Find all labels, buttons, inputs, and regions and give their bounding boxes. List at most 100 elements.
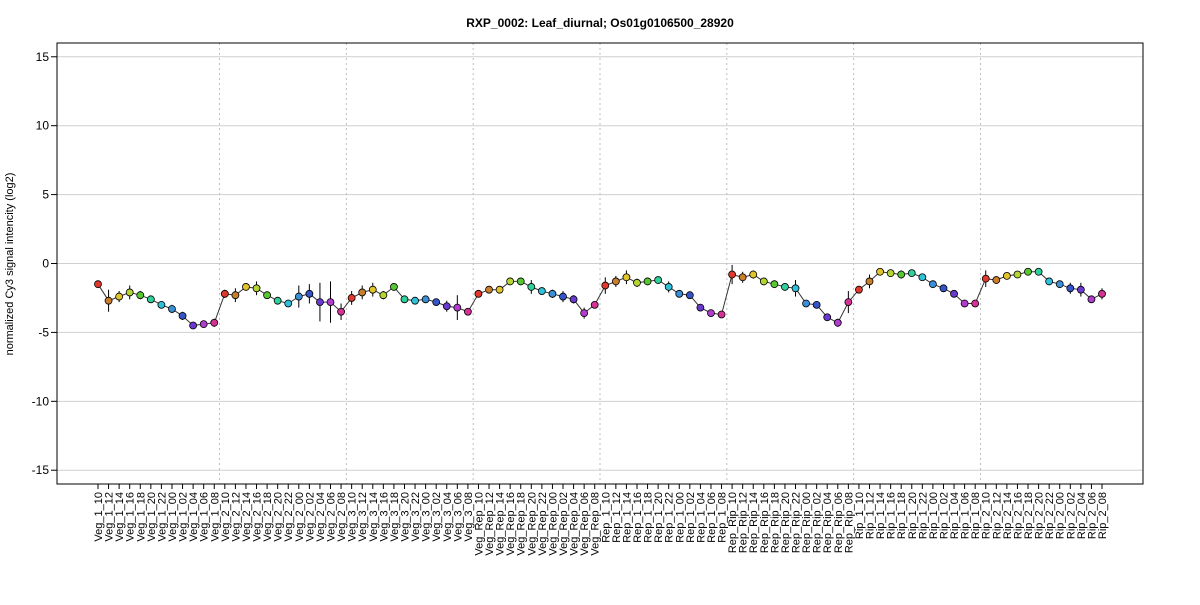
data-point: [781, 283, 789, 291]
x-tick-label: Veg_2_04: [315, 492, 327, 542]
data-point: [791, 284, 800, 293]
data-point: [654, 276, 663, 284]
data-point: [886, 269, 895, 278]
x-tick-label: Veg_3_22: [410, 492, 422, 542]
data-point: [559, 292, 567, 301]
x-tick-label: Rep_1_02: [685, 492, 697, 543]
y-tick-label: -10: [32, 394, 50, 408]
x-tick-label: Veg_1_00: [167, 492, 179, 542]
data-point: [294, 292, 303, 301]
data-point: [136, 291, 145, 300]
x-tick-label: Veg_2_08: [336, 492, 348, 542]
x-tick-label: Rip_1_04: [949, 492, 961, 539]
x-tick-label: Rep_Rip_18: [769, 492, 781, 553]
x-tick-label: Veg_2_16: [252, 492, 264, 542]
x-tick-label: Rip_2_22: [1044, 492, 1056, 539]
data-point: [463, 307, 472, 316]
x-tick-label: Rep_1_08: [717, 492, 729, 543]
y-tick-label: -5: [38, 325, 49, 339]
data-point: [865, 277, 874, 286]
data-point: [1034, 267, 1043, 276]
x-tick-label: Rip_2_04: [1076, 492, 1088, 539]
data-point: [633, 278, 641, 287]
x-tick-label: Veg_2_22: [283, 492, 295, 542]
data-point: [157, 300, 166, 309]
x-tick-label: Veg_1_18: [135, 492, 147, 542]
x-tick-label: Rip_2_16: [1012, 492, 1024, 539]
x-tick-label: Veg_3_02: [431, 492, 443, 542]
x-tick-label: Rip_2_08: [1097, 492, 1109, 539]
data-point: [104, 296, 113, 305]
x-tick-label: Veg_1_16: [125, 492, 137, 542]
data-point: [316, 298, 324, 306]
x-tick-label: Veg_3_20: [399, 492, 411, 542]
x-tick-label: Rip_1_16: [886, 492, 898, 539]
x-tick-label: Rep_Rip_14: [748, 492, 760, 553]
data-point: [876, 267, 884, 276]
x-tick-label: Rip_2_14: [1002, 492, 1014, 539]
x-tick-label: Rip_1_12: [864, 492, 876, 539]
data-point: [273, 296, 282, 305]
data-point: [242, 283, 250, 291]
x-tick-label: Veg_2_06: [326, 492, 338, 542]
data-point: [675, 289, 684, 298]
data-point: [400, 295, 409, 304]
data-point: [707, 309, 715, 318]
data-point: [1076, 285, 1085, 294]
data-point: [326, 298, 335, 306]
data-point: [855, 285, 863, 294]
x-tick-label: Veg_3_08: [463, 492, 475, 542]
x-tick-label: Rep_Rip_16: [759, 492, 771, 553]
data-point: [390, 283, 398, 291]
data-point: [1098, 289, 1106, 298]
data-point: [337, 307, 345, 316]
x-tick-label: Veg_3_10: [347, 492, 359, 542]
x-tick-label: Rep_Rip_10: [727, 492, 739, 553]
x-tick-label: Rep_1_04: [695, 492, 707, 543]
data-point: [516, 277, 525, 286]
data-point: [950, 289, 958, 298]
data-point: [749, 270, 758, 279]
data-point: [189, 321, 198, 330]
x-tick-label: Veg_2_14: [241, 492, 253, 542]
y-axis-label: normalized Cy3 signal intencity (log2): [4, 173, 16, 356]
x-tick-label: Rep_1_18: [643, 492, 655, 543]
x-tick-label: Rip_2_00: [1055, 492, 1067, 539]
x-tick-label: Veg_Rep_14: [495, 492, 507, 556]
x-tick-label: Veg_1_10: [93, 492, 105, 542]
data-point: [231, 291, 240, 300]
x-tick-label: Rep_Rip_12: [738, 492, 750, 553]
y-tick-label: 15: [36, 50, 50, 64]
x-tick-label: Rip_1_06: [960, 492, 972, 539]
data-point: [94, 280, 102, 289]
data-point: [1087, 295, 1096, 304]
chart-title: RXP_0002: Leaf_diurnal; Os01g0106500_289…: [466, 16, 734, 30]
data-point: [981, 274, 990, 283]
x-tick-label: Veg_3_06: [452, 492, 464, 542]
data-point: [770, 280, 779, 289]
data-point: [358, 288, 367, 297]
x-tick-label: Rip_1_14: [875, 492, 887, 539]
data-point: [960, 299, 969, 308]
x-tick-label: Veg_Rep_22: [537, 492, 549, 556]
data-point: [474, 289, 483, 298]
data-point: [728, 270, 737, 279]
data-point: [146, 295, 155, 304]
data-point: [252, 284, 261, 293]
x-tick-label: Rip_1_10: [854, 492, 866, 539]
x-tick-label: Veg_1_06: [199, 492, 211, 542]
x-tick-label: Veg_1_20: [146, 492, 158, 542]
x-tick-label: Veg_1_08: [209, 492, 221, 542]
x-tick-label: Rip_2_12: [991, 492, 1003, 539]
data-point: [601, 281, 610, 290]
x-tick-label: Veg_Rep_16: [505, 492, 517, 556]
data-point: [622, 273, 631, 282]
x-tick-label: Veg_Rep_06: [579, 492, 591, 556]
data-point: [305, 289, 314, 298]
x-tick-label: Veg_Rep_18: [516, 492, 528, 556]
data-point: [971, 299, 980, 308]
data-point: [1045, 277, 1054, 286]
x-tick-label: Veg_3_16: [378, 492, 390, 542]
